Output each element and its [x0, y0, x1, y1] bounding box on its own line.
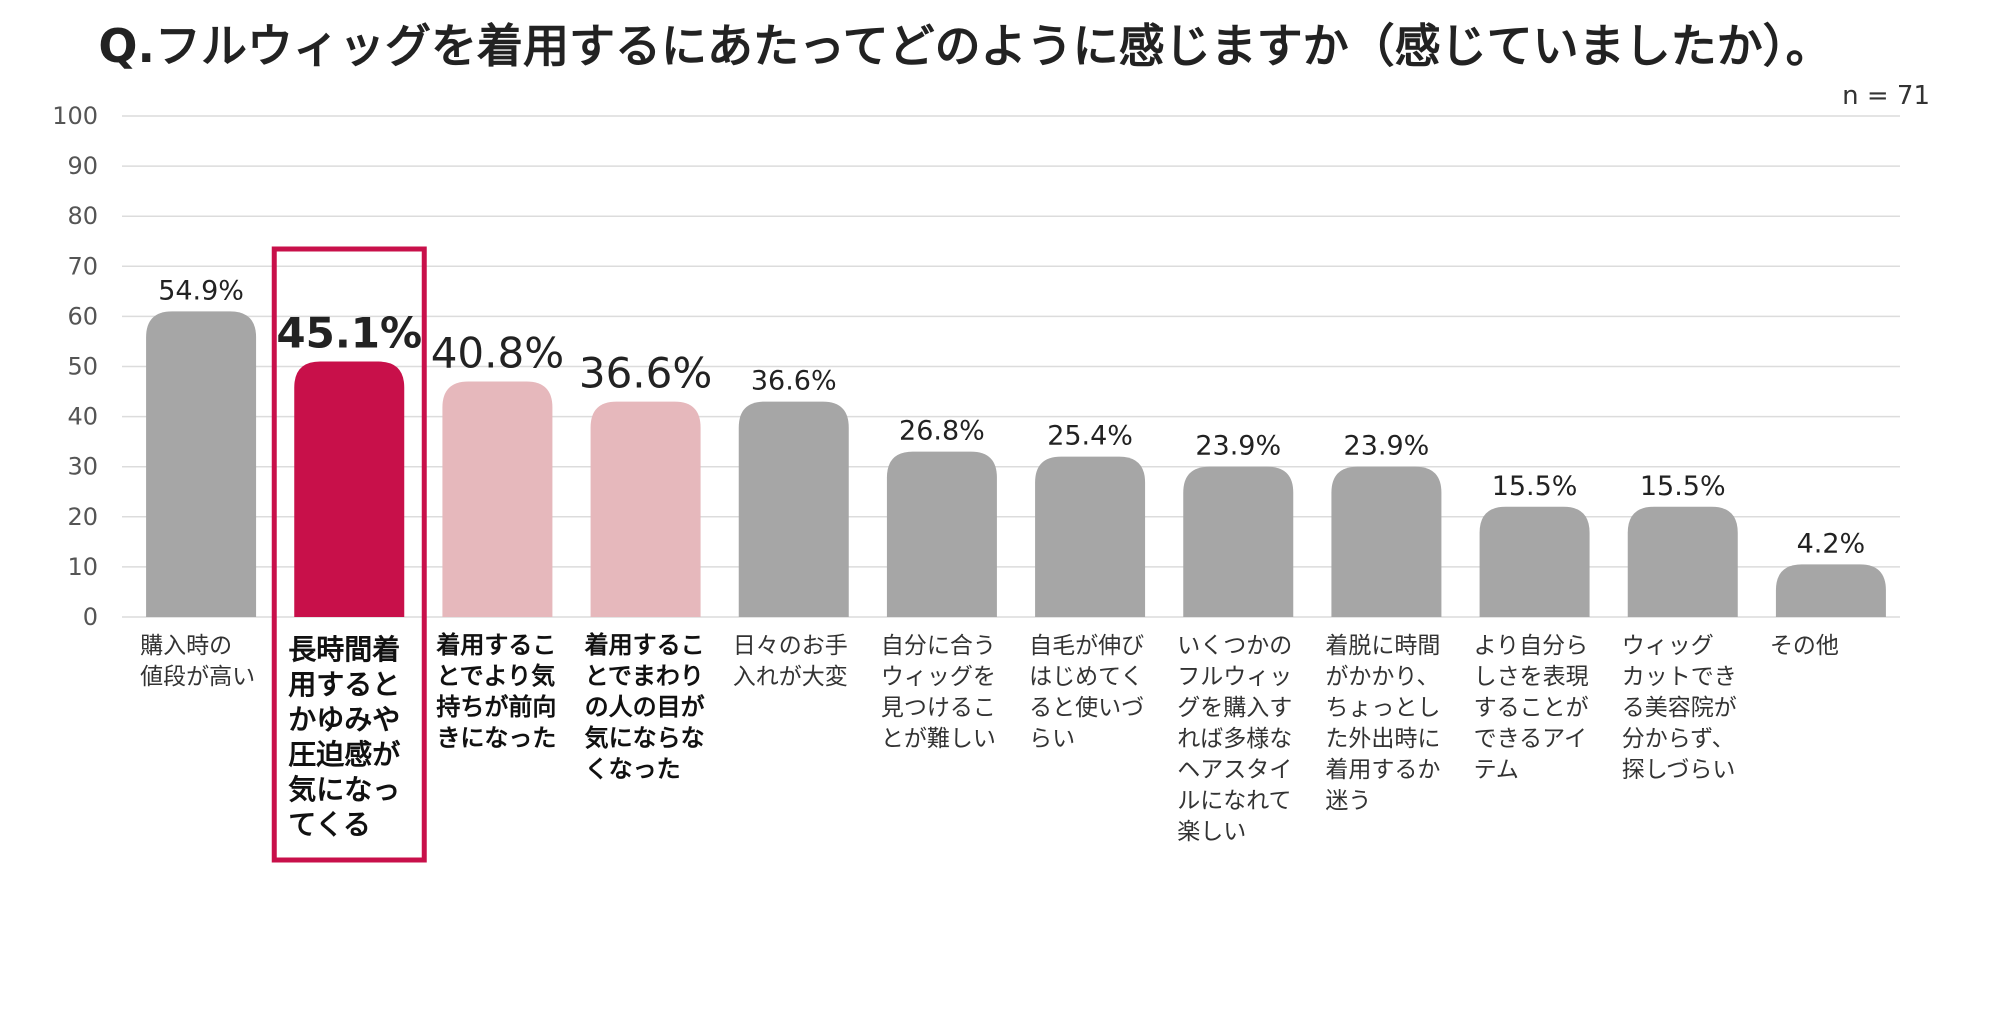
data-label: 26.8%	[899, 416, 985, 447]
y-tick-label: 0	[83, 603, 98, 631]
category-label: がかかり、	[1325, 664, 1439, 690]
category-label: とが難しい	[881, 726, 996, 752]
category-label: 見つけるこ	[881, 695, 996, 721]
bar	[590, 401, 701, 617]
category-label: 楽しい	[1177, 819, 1246, 845]
data-label: 45.1%	[276, 308, 422, 357]
bar	[1035, 456, 1146, 617]
category-label: ウィッグを	[881, 664, 996, 690]
y-tick-label: 90	[67, 152, 98, 180]
category-label: 入れが大変	[733, 664, 848, 690]
category-label: 着用するこ	[585, 631, 705, 659]
category-label: とでまわり	[585, 662, 704, 690]
category-label: きになった	[436, 724, 556, 752]
data-label: 23.9%	[1195, 431, 1281, 462]
category-label: ちょっとし	[1325, 695, 1440, 721]
category-label: 自毛が伸び	[1029, 633, 1144, 659]
bar	[1775, 564, 1886, 617]
data-label: 54.9%	[158, 275, 244, 306]
category-label: ると使いづ	[1029, 695, 1144, 721]
category-label: らい	[1029, 726, 1075, 752]
category-label: る美容院が	[1622, 695, 1737, 721]
y-axis: 0 10 20 30 40 50 60 70 80 90 100	[52, 102, 98, 631]
data-label: 4.2%	[1797, 528, 1866, 559]
category-label: ルになれて	[1177, 788, 1291, 814]
y-tick-label: 20	[67, 503, 98, 531]
category-label: の人の目が	[585, 693, 705, 721]
category-label: 値段が高い	[140, 664, 255, 690]
category-label: 気にならな	[585, 724, 705, 752]
category-label: 自分に合う	[881, 633, 996, 659]
category-label: 持ちが前向	[436, 693, 556, 721]
data-label: 15.5%	[1640, 471, 1726, 502]
y-tick-label: 50	[67, 353, 98, 381]
y-tick-label: 60	[67, 302, 98, 330]
category-label: できるアイ	[1474, 726, 1587, 752]
category-label: その他	[1770, 633, 1839, 659]
category-label: かゆみや	[288, 703, 400, 736]
category-label: れば多様な	[1177, 726, 1292, 752]
y-tick-label: 100	[52, 102, 98, 130]
category-label: フルウィッ	[1177, 664, 1292, 690]
y-tick-label: 30	[67, 453, 98, 481]
category-label: テム	[1474, 757, 1519, 783]
data-label: 25.4%	[1047, 421, 1133, 452]
highlight	[271, 246, 427, 863]
y-tick-label: 10	[67, 553, 98, 581]
category-label: 着用するこ	[436, 631, 556, 659]
bar	[886, 451, 997, 617]
category-label: はじめてく	[1029, 664, 1143, 690]
data-label: 36.6%	[579, 349, 712, 398]
bar	[1627, 506, 1738, 617]
bar	[738, 401, 849, 617]
data-label: 40.8%	[431, 329, 564, 378]
y-tick-label: 80	[67, 202, 98, 230]
category-label: いくつかの	[1177, 633, 1292, 659]
category-label: しさを表現	[1474, 664, 1589, 690]
category-label: 圧迫感が	[288, 738, 400, 771]
category-label: カットでき	[1622, 664, 1737, 690]
category-label: くなった	[585, 755, 681, 783]
category-label: することが	[1474, 695, 1589, 721]
data-label: 23.9%	[1344, 431, 1430, 462]
chart-title: Q.フルウィッグを着用するにあたってどのように感じますか（感じていましたか）。	[98, 19, 1831, 73]
gridlines	[122, 115, 1900, 618]
category-label: 用すると	[288, 668, 400, 701]
category-label: 探しづらい	[1622, 757, 1736, 783]
category-label: 日々のお手	[733, 633, 848, 659]
category-label: 分からず、	[1622, 726, 1735, 752]
sample-size-label: n = 71	[1842, 81, 1930, 111]
category-label: 着用するか	[1325, 757, 1440, 783]
bar	[1331, 466, 1442, 617]
highlight-frame	[271, 246, 427, 863]
category-label: てくる	[288, 808, 371, 841]
category-label: より自分ら	[1474, 633, 1589, 659]
data-label: 36.6%	[751, 366, 837, 397]
bar	[294, 361, 405, 617]
category-label: 迷う	[1325, 788, 1371, 814]
data-label: 15.5%	[1492, 471, 1578, 502]
category-label: 購入時の	[140, 633, 232, 659]
category-label: とでより気	[436, 662, 555, 690]
category-label: た外出時に	[1325, 726, 1440, 752]
category-label: ヘアスタイ	[1177, 757, 1292, 783]
category-label: 長時間着	[288, 633, 400, 666]
category-label: 着脱に時間	[1325, 633, 1440, 659]
bar	[146, 311, 257, 617]
bar	[1479, 506, 1590, 617]
bar	[442, 381, 553, 617]
category-label: グを購入す	[1177, 695, 1292, 721]
bars	[146, 311, 1886, 617]
category-label: ウィッグ	[1622, 633, 1714, 659]
category-label: 気になっ	[288, 773, 400, 806]
y-tick-label: 40	[67, 403, 98, 431]
bar	[1183, 466, 1294, 617]
value-labels: 54.9% 45.1% 40.8% 36.6% 36.6% 26.8% 25.4% 23.9%…	[158, 275, 1865, 559]
y-tick-label: 70	[67, 252, 98, 280]
